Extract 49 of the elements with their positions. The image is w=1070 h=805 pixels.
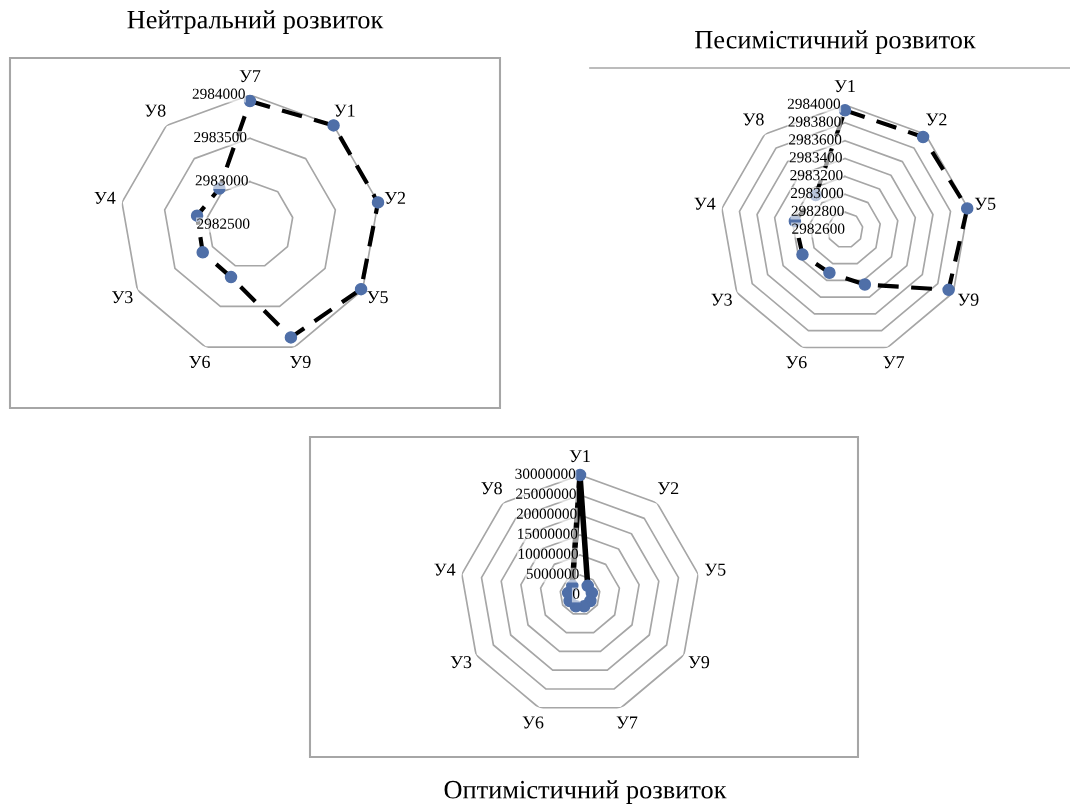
spoke-label: У8: [144, 104, 166, 117]
spoke-label: У4: [694, 197, 716, 210]
spoke-label: У2: [384, 191, 406, 204]
spoke-label: У9: [957, 293, 979, 306]
spoke-label: У2: [657, 482, 679, 495]
spoke-label: У6: [785, 356, 807, 369]
spoke-label: У9: [290, 355, 311, 368]
spoke-label: У3: [711, 293, 732, 306]
y-tick-label: 10000000: [518, 548, 579, 559]
spoke-label: У1: [569, 450, 590, 463]
y-tick-label: 2982500: [197, 218, 250, 229]
spoke-label: У6: [189, 355, 210, 368]
spoke-label: У4: [94, 191, 116, 204]
y-tick-label: 2983600: [789, 134, 842, 145]
spoke-label: У7: [883, 356, 905, 369]
y-tick-label: 5000000: [526, 568, 579, 579]
y-tick-label: 2982600: [792, 223, 845, 234]
spoke-label: У8: [481, 482, 502, 495]
spoke-label: У3: [450, 656, 472, 669]
spoke-label: У8: [743, 113, 764, 126]
y-tick-label: 15000000: [518, 528, 578, 539]
y-tick-label: 2984000: [192, 88, 245, 99]
spoke-label: У5: [974, 197, 996, 210]
spoke-label: У2: [926, 113, 947, 126]
y-tick-label: 2983500: [194, 131, 247, 143]
spoke-label: У9: [688, 656, 710, 669]
spoke-label: У7: [616, 716, 638, 729]
y-tick-label: 20000000: [516, 508, 577, 519]
chart-title: Нейтральний розвиток: [127, 10, 384, 34]
y-tick-label: 2984000: [787, 98, 841, 109]
spoke-label: У1: [834, 80, 855, 93]
y-tick-label: 25000000: [516, 488, 576, 499]
y-tick-label: 0: [572, 588, 580, 599]
y-tick-label: 2983400: [789, 152, 842, 163]
y-tick-label: 2983200: [790, 169, 843, 181]
spoke-label: У5: [367, 291, 388, 304]
spoke-label: У5: [704, 563, 726, 576]
spoke-label: У3: [112, 291, 133, 304]
y-tick-label: 2983000: [195, 175, 248, 186]
y-tick-label: 2983000: [790, 187, 844, 199]
y-tick-label: 2982800: [791, 205, 844, 216]
spoke-label: У6: [522, 716, 544, 729]
y-tick-label: 2983800: [788, 116, 841, 127]
spoke-label: У7: [239, 70, 261, 83]
text: Оптимістичний розвиток: [444, 780, 727, 804]
spoke-label: У4: [434, 563, 456, 576]
chart-title: Песимістичний розвиток: [695, 30, 976, 54]
spoke-label: У1: [334, 104, 355, 117]
y-tick-label: 30000000: [515, 468, 576, 479]
